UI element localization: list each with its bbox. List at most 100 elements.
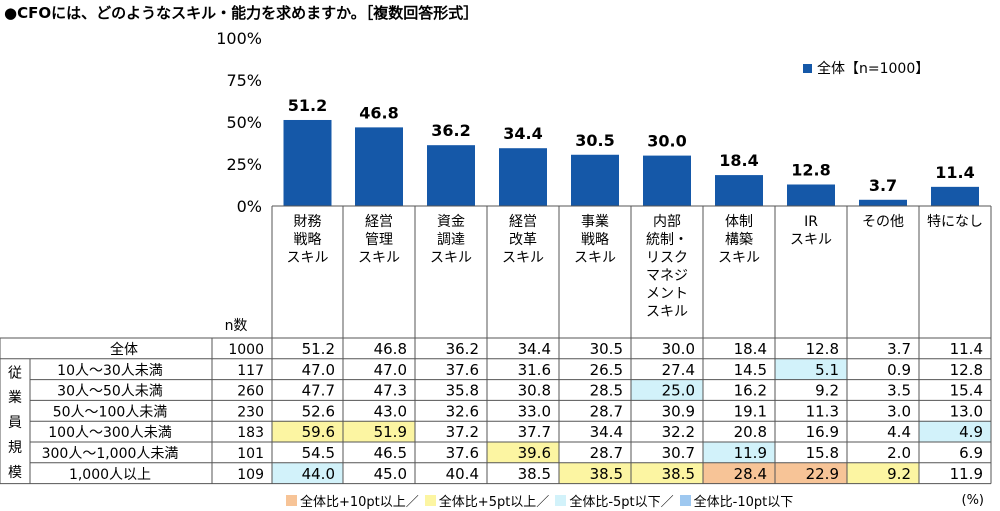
row-n-value: 183 xyxy=(237,425,264,441)
category-tick-label: IR xyxy=(804,214,818,230)
chart-svg: 0% 25% 50% 75% 100% 51.2 46.8 36.2 34.4 30.5 30.0 1… xyxy=(0,29,992,485)
row-label: 30人～50人未満 xyxy=(57,384,163,400)
legend-swatch xyxy=(803,64,812,73)
table-cell-value: 54.5 xyxy=(302,444,335,462)
category-tick-label: スキル xyxy=(287,250,329,266)
table-cell-value: 28.7 xyxy=(590,444,623,462)
table-cell-value: 26.5 xyxy=(590,361,623,379)
group-label-char: 規 xyxy=(8,440,22,456)
table-cell-value: 3.7 xyxy=(887,340,911,358)
table-cell-value: 11.9 xyxy=(950,465,983,483)
category-tick-label: 特になし xyxy=(927,214,983,230)
group-label-char: 模 xyxy=(8,465,22,481)
category-tick-label: 事業 xyxy=(581,214,609,230)
category-tick-label: 資金 xyxy=(437,214,465,230)
legend-swatch-plus5 xyxy=(424,494,436,506)
category-tick-label: 経営 xyxy=(509,214,537,230)
table-cell-value: 15.8 xyxy=(806,444,839,462)
table-cell-value: 37.2 xyxy=(446,423,479,441)
table-cell-value: 37.7 xyxy=(518,423,551,441)
table-cell-value: 34.4 xyxy=(518,340,551,358)
legend-swatch-minus5 xyxy=(555,494,567,506)
table-cell-value: 13.0 xyxy=(950,402,983,420)
table-cell-value: 4.9 xyxy=(959,423,983,441)
table-cell-value: 39.6 xyxy=(518,444,551,462)
bar-value-label: 30.0 xyxy=(647,132,686,151)
row-n-value: 109 xyxy=(237,467,264,483)
row-n-value: 1000 xyxy=(228,342,264,358)
row-label: 全体 xyxy=(110,341,138,358)
table-cell-value: 0.9 xyxy=(887,361,911,379)
table-cell-value: 32.2 xyxy=(662,423,695,441)
table-cell-value: 46.5 xyxy=(374,444,407,462)
bar-value-label: 18.4 xyxy=(719,151,758,170)
table-cell-value: 30.5 xyxy=(590,340,623,358)
table-cell-value: 38.5 xyxy=(662,465,695,483)
legend-label-plus5: 全体比+5pt以上／ xyxy=(438,494,550,510)
table-cell-value: 28.7 xyxy=(590,402,623,420)
highlight-cell xyxy=(703,462,775,484)
category-tick-label: スキル xyxy=(574,250,616,266)
table-cell-value: 45.0 xyxy=(374,465,407,483)
row-label: 50人～100人未満 xyxy=(53,404,168,420)
bar xyxy=(499,148,547,206)
category-tick-label: その他 xyxy=(862,214,904,230)
group-label-char: 従 xyxy=(8,365,22,381)
table-cell-value: 20.8 xyxy=(734,423,767,441)
category-tick-label: 体制 xyxy=(725,214,753,230)
table-cell-value: 5.1 xyxy=(815,361,839,379)
category-tick-label: 調達 xyxy=(437,232,465,248)
bar-value-label: 51.2 xyxy=(288,96,327,115)
bar xyxy=(571,154,619,206)
table-cell-value: 9.2 xyxy=(887,465,911,483)
table-cell-value: 30.7 xyxy=(662,444,695,462)
bar xyxy=(859,199,907,206)
row-label: 100人～300人未満 xyxy=(48,425,171,441)
chart-title: ●CFOには、どのようなスキル・能力を求めますか。［複数回答形式］ xyxy=(4,4,479,22)
legend-label-plus10: 全体比+10pt以上／ xyxy=(300,494,419,510)
y-tick-label: 50% xyxy=(226,113,262,132)
table-cell-value: 30.8 xyxy=(518,382,551,400)
highlight-cell xyxy=(775,462,847,484)
unit-label: (%) xyxy=(961,492,985,508)
highlight-cell xyxy=(559,462,631,484)
row-label: 1,000人以上 xyxy=(69,467,151,483)
legend-swatch-minus10 xyxy=(679,494,691,506)
table-cell-value: 44.0 xyxy=(302,465,335,483)
bar-value-label: 34.4 xyxy=(503,124,542,143)
row-label: 300人～1,000人未満 xyxy=(42,446,179,462)
category-tick-label: メント xyxy=(646,286,688,302)
table-cell-value: 15.4 xyxy=(950,382,983,400)
highlight-cell xyxy=(919,421,991,442)
highlight-cell xyxy=(847,462,919,484)
bar xyxy=(283,119,332,206)
table-cell-value: 47.0 xyxy=(374,361,407,379)
table-cell-value: 2.0 xyxy=(887,444,911,462)
table-cell-value: 27.4 xyxy=(662,361,695,379)
table-cell-value: 16.9 xyxy=(806,423,839,441)
table-cell-value: 30.0 xyxy=(662,340,695,358)
category-tick-label: マネジ xyxy=(646,268,688,284)
highlight-cell xyxy=(272,421,343,442)
table-cell-value: 46.8 xyxy=(374,340,407,358)
bar xyxy=(643,155,691,206)
highlight-cell xyxy=(631,462,703,484)
table-cell-value: 28.5 xyxy=(590,382,623,400)
table-cell-value: 18.4 xyxy=(734,340,767,358)
table-cell-value: 52.6 xyxy=(302,402,335,420)
bar-value-label: 30.5 xyxy=(575,131,614,150)
table-cell-value: 9.2 xyxy=(815,382,839,400)
table-cell-value: 59.6 xyxy=(302,423,335,441)
row-n-value: 101 xyxy=(237,446,264,462)
category-tick-label: スキル xyxy=(358,250,400,266)
bar xyxy=(427,145,475,206)
bar xyxy=(931,186,979,206)
category-tick-label: 経営 xyxy=(365,214,393,230)
table-cell-value: 14.5 xyxy=(734,361,767,379)
table-cell-value: 3.5 xyxy=(887,382,911,400)
bar-value-label: 36.2 xyxy=(431,121,470,140)
bar xyxy=(355,127,403,206)
table-cell-value: 38.5 xyxy=(518,465,551,483)
table-cell-value: 47.3 xyxy=(374,382,407,400)
legend-label-minus5: 全体比-5pt以下／ xyxy=(569,494,674,510)
